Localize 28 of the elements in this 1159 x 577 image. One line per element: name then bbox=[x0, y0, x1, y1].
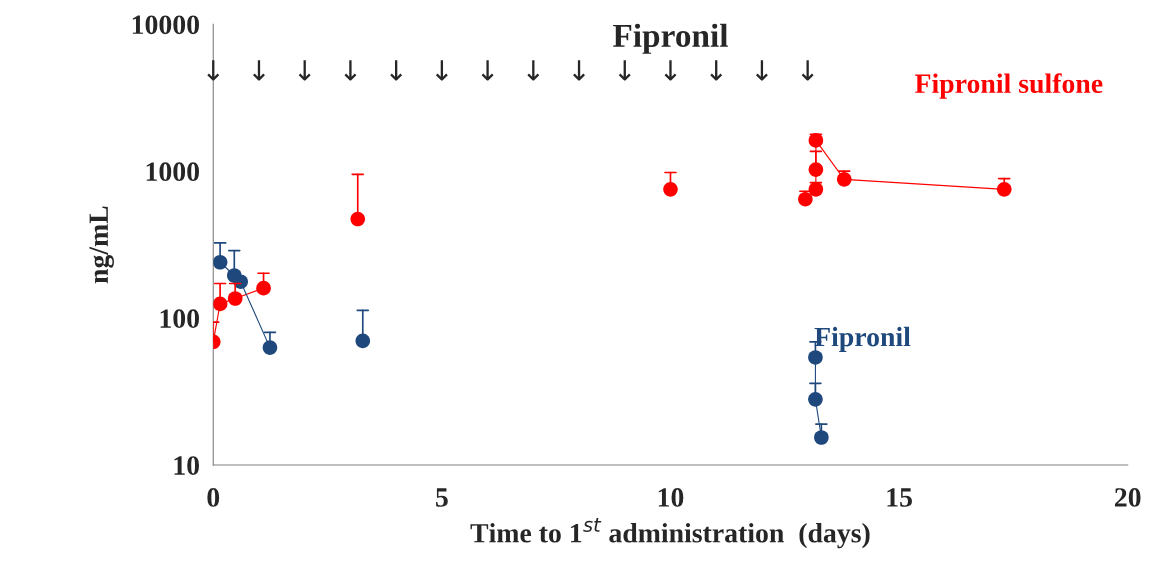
y-tick-label: 10000 bbox=[132, 15, 199, 35]
text: Fipronil bbox=[814, 326, 911, 353]
annotation: ↓ bbox=[298, 60, 311, 81]
x-tick-label: 10 bbox=[658, 488, 684, 507]
annotation: ↓ bbox=[710, 60, 723, 81]
x-tick-label: 5 bbox=[436, 488, 448, 507]
annotation: ↓ bbox=[755, 60, 768, 81]
y-axis-title: ng/mL bbox=[89, 206, 114, 284]
annotation: ↓ bbox=[207, 60, 220, 81]
annotation: ↓ bbox=[573, 60, 585, 81]
y-tick-label: 100 bbox=[160, 309, 199, 329]
x-tick-label: 20 bbox=[1114, 488, 1141, 507]
annotation: ↓ bbox=[527, 60, 540, 81]
y-tick-label: 10 bbox=[174, 456, 199, 475]
annotation: ↓ bbox=[344, 60, 357, 81]
annotation: ↓ bbox=[390, 60, 403, 81]
chart-title: Fipronil bbox=[613, 23, 728, 54]
annotation: ↓ bbox=[481, 60, 494, 81]
annotation: ↓ bbox=[664, 60, 677, 81]
annotation: ↓ bbox=[801, 60, 814, 81]
x-axis-title: Time to 1$^{st}$ administration (days) bbox=[470, 518, 870, 549]
annotation: ↓ bbox=[435, 60, 448, 81]
annotation: ↓ bbox=[618, 60, 631, 81]
text: Fipronil sulfone bbox=[915, 73, 1103, 99]
x-tick-label: 0 bbox=[207, 488, 220, 507]
annotation: ↓ bbox=[253, 60, 265, 81]
x-tick-label: 15 bbox=[887, 488, 912, 507]
y-tick-label: 1000 bbox=[146, 162, 199, 182]
